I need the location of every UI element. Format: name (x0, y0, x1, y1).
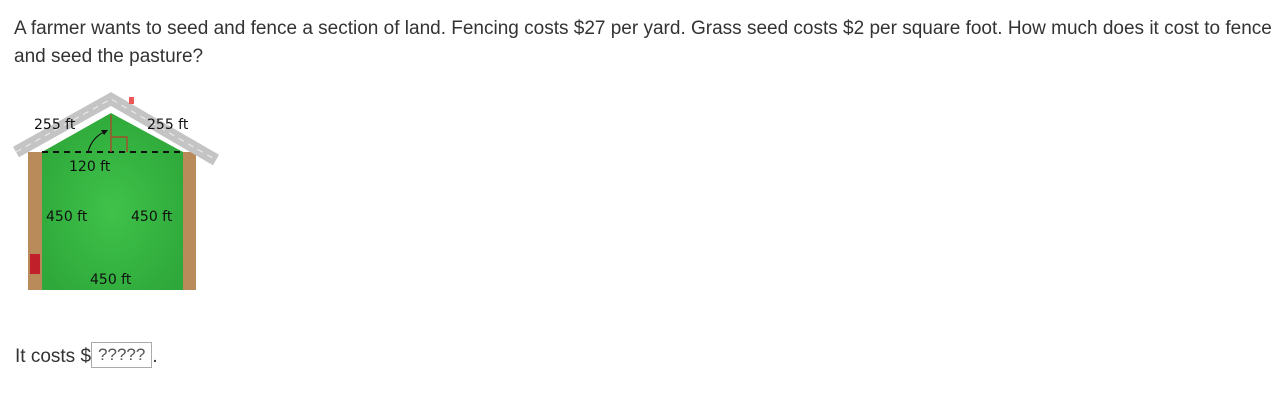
right-fence (183, 152, 196, 290)
label-right-side: 450 ft (131, 209, 173, 225)
tractor-icon (30, 254, 40, 274)
label-roof-left: 255 ft (34, 117, 76, 133)
right-angle-mark (111, 136, 128, 152)
question-text: A farmer wants to seed and fence a secti… (14, 18, 1272, 67)
answer-suffix: . (152, 346, 158, 367)
answer-prefix: It costs $ (15, 346, 92, 367)
label-roof-right: 255 ft (147, 117, 189, 133)
pasture-figure: 255 ft 255 ft 120 ft 450 ft 450 ft 450 f… (13, 92, 220, 290)
answer-input[interactable]: ????? (91, 342, 153, 369)
answer-line: It costs $?????. (15, 342, 158, 371)
pasture-area (42, 113, 183, 290)
label-bottom: 450 ft (90, 272, 132, 288)
label-left-side: 450 ft (46, 209, 88, 225)
car-icon (129, 97, 134, 104)
label-height: 120 ft (69, 159, 111, 175)
